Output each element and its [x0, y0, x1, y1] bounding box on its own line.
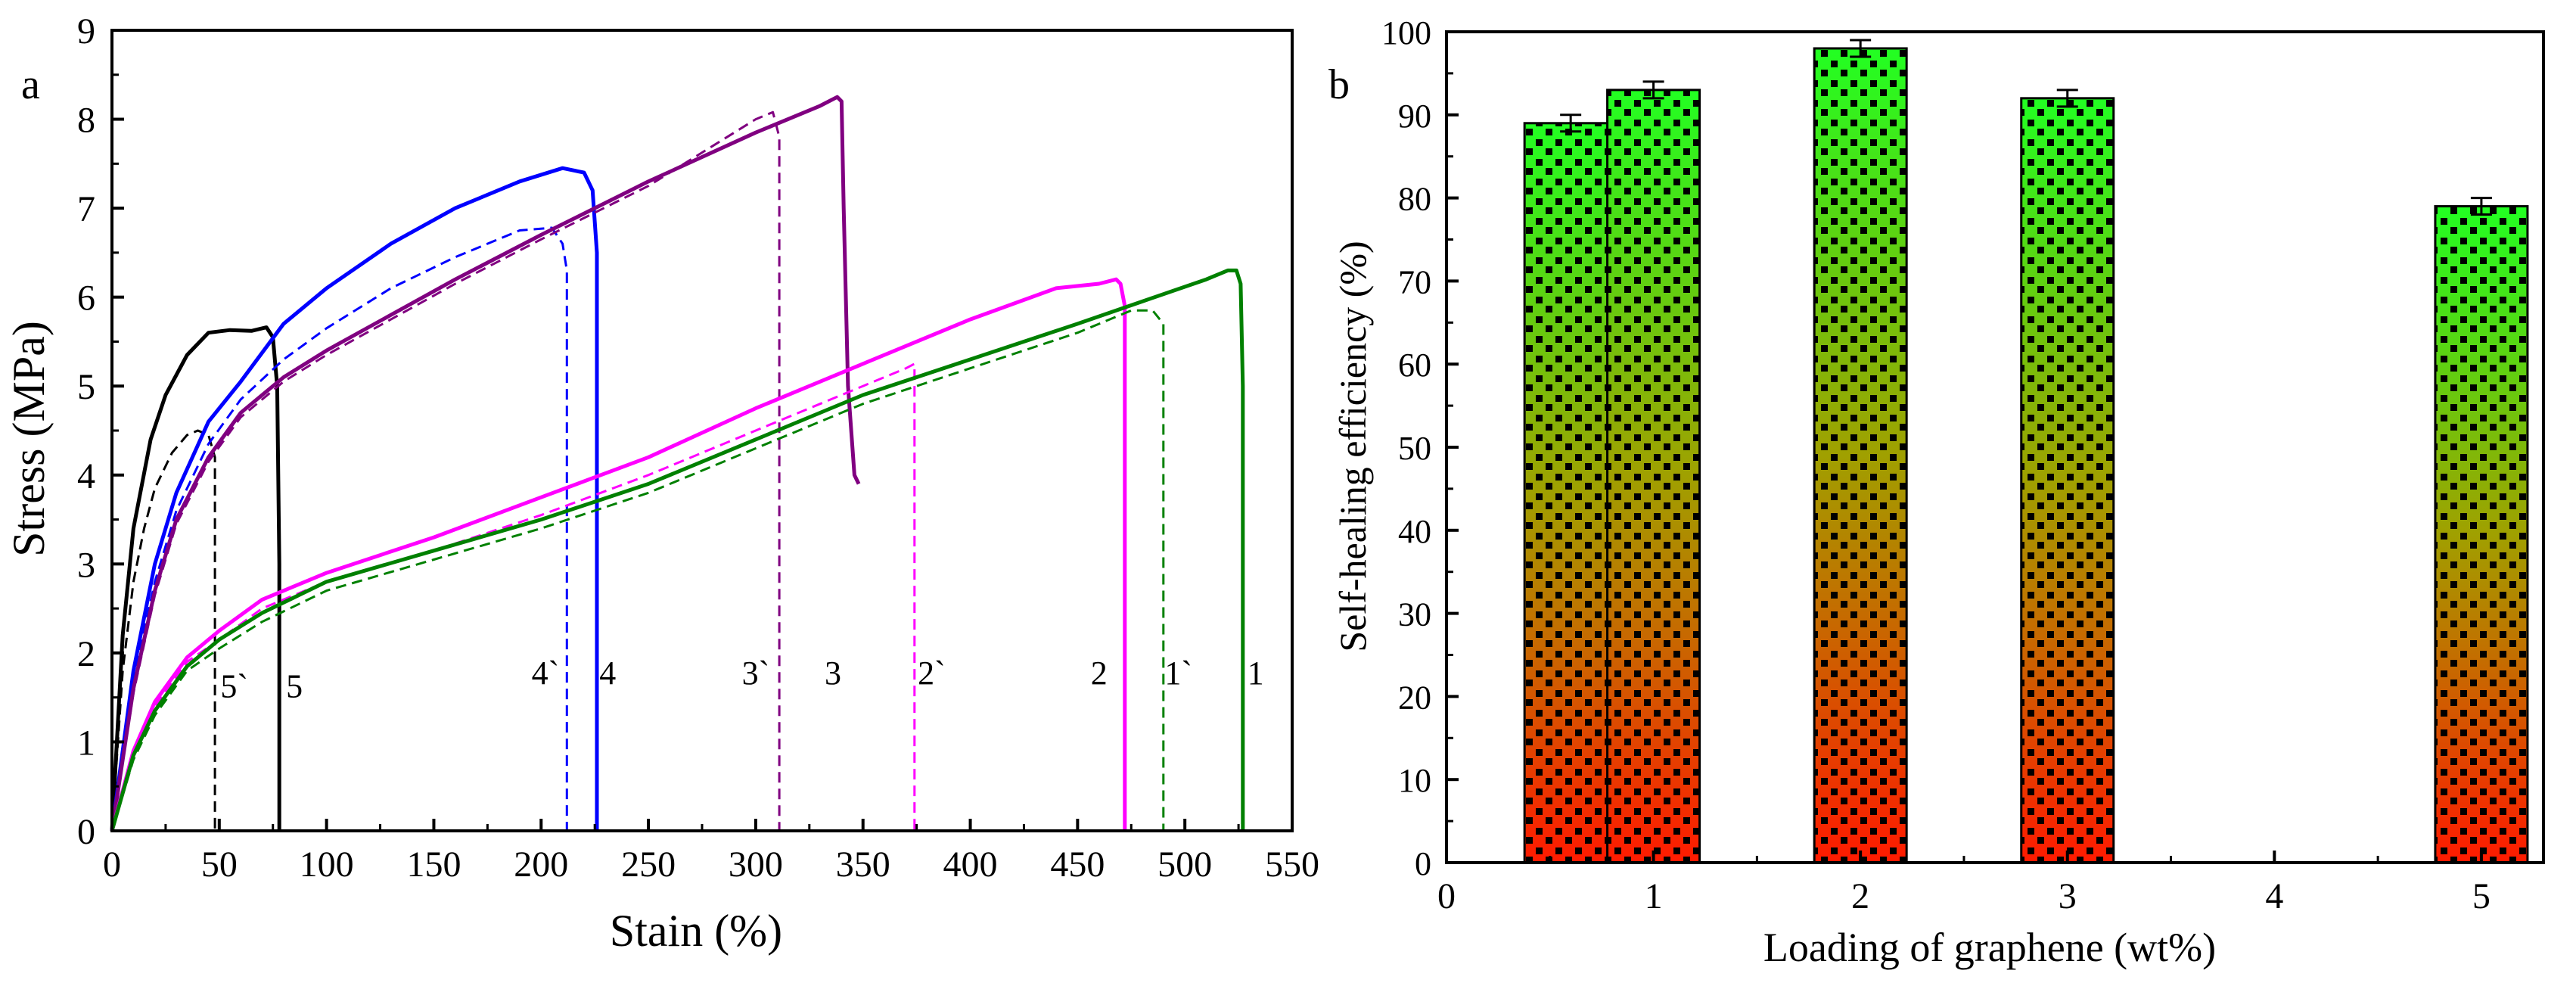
curve-2-prime	[110, 362, 916, 832]
curve-label-2-prime: 2`	[918, 655, 946, 692]
x-tick-label: 2	[1851, 876, 1869, 916]
panel-b-y-axis-label: Self-healing efficiency (%)	[1332, 241, 1374, 652]
x-tick-label: 0	[103, 844, 121, 885]
x-tick-label: 0	[1437, 876, 1456, 916]
bar-group	[1606, 80, 1701, 864]
curve-1	[110, 268, 1245, 832]
x-tick-label: 1	[1645, 876, 1663, 916]
curve-label-4-prime: 4`	[532, 655, 560, 692]
curve-3	[110, 95, 861, 832]
y-tick-label: 40	[1398, 513, 1431, 550]
curve-label-5-prime: 5`	[220, 668, 248, 705]
curve-label-1-prime: 1`	[1164, 655, 1192, 692]
y-tick-label: 10	[1398, 762, 1431, 799]
y-tick-label: 20	[1398, 679, 1431, 716]
panel-a-plot-area: 5 5` 4 4` 3 3` 2 2` 1 1`	[110, 95, 1264, 832]
curve-label-2: 2	[1091, 655, 1108, 692]
y-tick-label: 6	[77, 278, 95, 319]
y-tick-label: 9	[77, 11, 95, 51]
x-tick-label: 5	[2472, 876, 2491, 916]
panel-a-frame	[110, 29, 1294, 832]
y-tick-label: 90	[1398, 98, 1431, 135]
bar-group	[1523, 114, 1618, 864]
bar-group	[2434, 197, 2529, 864]
y-tick-label: 8	[77, 101, 95, 141]
curve-1-prime	[110, 309, 1165, 832]
y-tick-label: 60	[1398, 347, 1431, 384]
panel-a-axes: 0 50 100 150 200 250 300 350 400 450 500 550 0 1 2 3 4 5 6…	[77, 11, 1319, 885]
curve-3-prime	[110, 110, 781, 832]
curve-label-3: 3	[825, 655, 841, 692]
y-tick-label: 1	[77, 723, 95, 763]
bar-pattern	[1523, 122, 1618, 864]
x-tick-label: 500	[1157, 844, 1212, 885]
y-tick-label: 0	[1415, 845, 1431, 882]
y-tick-label: 2	[77, 634, 95, 674]
panel-a-y-axis-label: Stress (MPa)	[4, 321, 54, 557]
x-tick-label: 300	[729, 844, 783, 885]
curve-4	[110, 166, 599, 832]
curve-label-1: 1	[1248, 655, 1264, 692]
x-tick-label: 250	[621, 844, 676, 885]
bar-pattern	[1813, 47, 1908, 864]
curve-label-4: 4	[599, 655, 616, 692]
x-tick-label: 150	[406, 844, 461, 885]
x-tick-label: 50	[201, 844, 238, 885]
curve-label-5: 5	[286, 668, 303, 705]
panel-b-label: b	[1328, 61, 1350, 108]
panel-b-x-axis-label: Loading of graphene (wt%)	[1763, 925, 2216, 970]
curve-label-3-prime: 3`	[742, 655, 770, 692]
y-tick-label: 4	[77, 456, 95, 496]
y-tick-label: 7	[77, 189, 95, 229]
x-tick-label: 350	[836, 844, 890, 885]
y-tick-label: 30	[1398, 596, 1431, 633]
bar-pattern	[2020, 97, 2115, 864]
x-tick-label: 100	[300, 844, 354, 885]
y-tick-label: 5	[77, 367, 95, 407]
y-tick-label: 100	[1381, 14, 1431, 51]
curve-2	[110, 277, 1127, 832]
panel-b-plot-area	[1523, 39, 2529, 864]
bar-pattern	[1606, 89, 1701, 864]
bar-pattern	[2434, 205, 2529, 864]
y-tick-label: 70	[1398, 263, 1431, 300]
curve-5	[110, 325, 281, 832]
x-tick-label: 200	[514, 844, 568, 885]
y-tick-label: 3	[77, 545, 95, 585]
x-tick-label: 3	[2059, 876, 2077, 916]
curve-4-prime	[110, 226, 568, 832]
panel-a-label: a	[21, 61, 40, 108]
x-tick-label: 4	[2265, 876, 2283, 916]
x-tick-label: 400	[943, 844, 998, 885]
x-tick-label: 550	[1265, 844, 1319, 885]
y-tick-label: 80	[1398, 181, 1431, 218]
x-tick-label: 450	[1050, 844, 1105, 885]
bar-group	[2020, 89, 2115, 864]
y-tick-label: 50	[1398, 430, 1431, 467]
panel-a-x-axis-label: Stain (%)	[610, 906, 782, 956]
y-tick-label: 0	[77, 812, 95, 852]
panel-a: a 55` 44` 33` 22` 11` 0 50 100 150 200 250 300 350 4…	[4, 11, 1319, 956]
bar-group	[1813, 39, 1908, 864]
